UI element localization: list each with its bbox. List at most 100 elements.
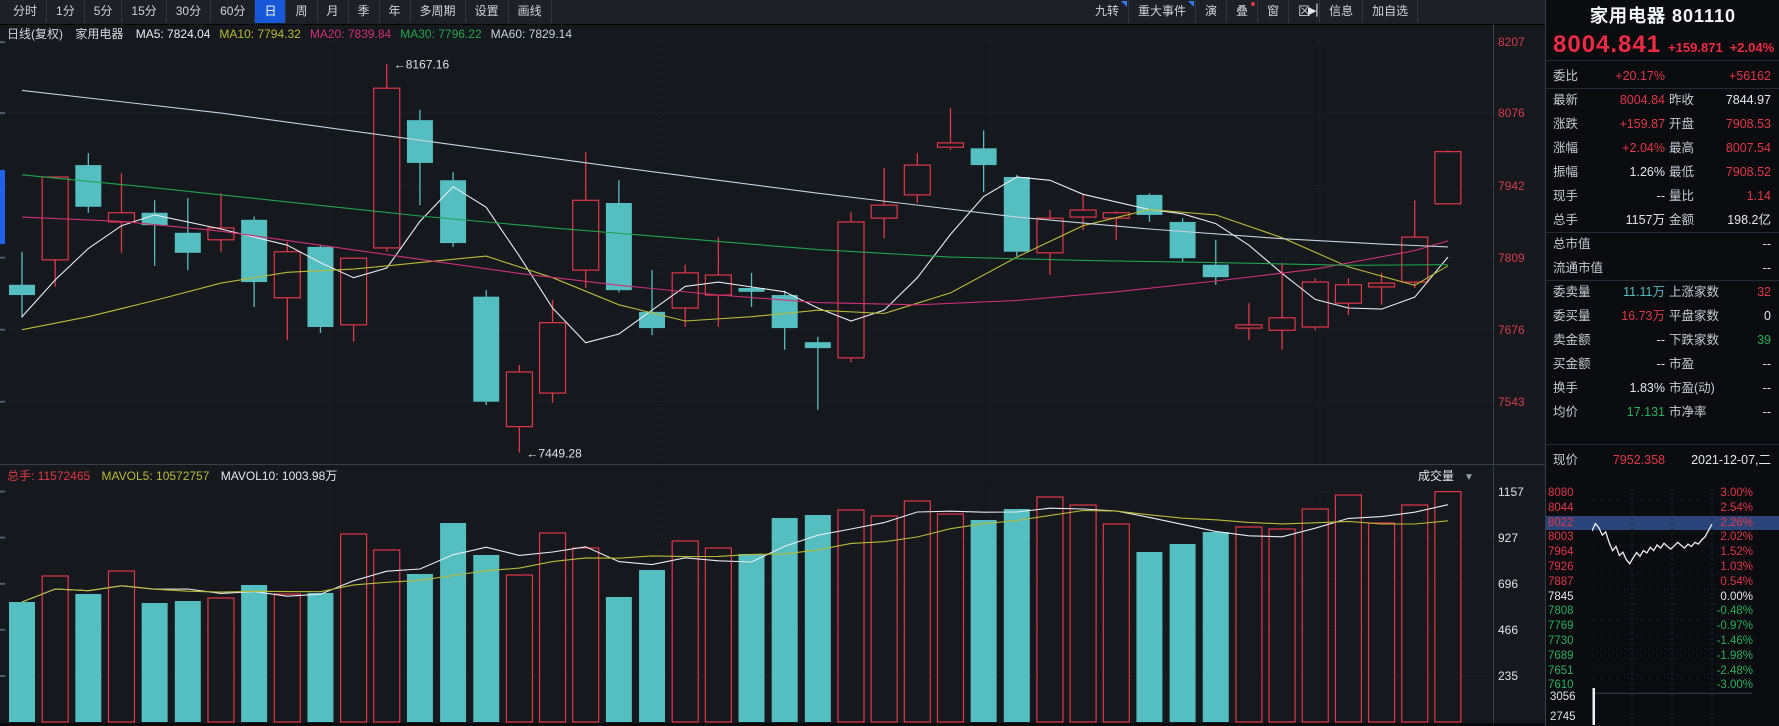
quote-label: 最低 <box>1669 165 1695 179</box>
tool-button[interactable]: 加自选 <box>1363 0 1419 23</box>
quote-row: 委卖量 11.11万 上涨家数 32 <box>1545 280 1779 304</box>
ladder-price: 8003 <box>1548 531 1574 544</box>
svg-text:←7449.28: ←7449.28 <box>526 446 582 460</box>
quote-value: 0 <box>1764 309 1771 323</box>
price-tick: 7942 <box>1498 178 1525 193</box>
price-tick: 8076 <box>1498 106 1525 121</box>
quote-value: -- <box>1656 189 1665 203</box>
period-tab[interactable]: 30分 <box>167 0 212 23</box>
period-tab[interactable]: 年 <box>380 0 411 23</box>
quote-value: -- <box>1656 357 1665 371</box>
panel-separator <box>1546 280 1779 281</box>
ladder-pct: -0.48% <box>1716 605 1753 618</box>
quote-value: +159.87 <box>1619 117 1665 131</box>
quote-label: 开盘 <box>1669 117 1695 131</box>
ladder-price: 7730 <box>1548 635 1574 647</box>
period-tab[interactable]: 1分 <box>47 0 85 23</box>
period-tab[interactable]: 15分 <box>122 0 167 23</box>
axis-divider <box>1493 24 1494 723</box>
tool-button[interactable]: 重大事件 <box>1129 0 1197 23</box>
quote-row: 换手 1.83% 市盈(动) -- <box>1545 376 1779 400</box>
volume-indicator-select[interactable]: 成交量 ▼ <box>1418 467 1474 484</box>
quote-label: 流通市值 <box>1553 261 1604 275</box>
mini-volume-tick: 2745 <box>1550 711 1576 723</box>
period-tab[interactable]: 5分 <box>85 0 123 23</box>
price-change: +159.871 <box>1668 40 1723 55</box>
quote-label: 市盈 <box>1669 357 1695 371</box>
tool-button[interactable]: 区 <box>1289 0 1321 23</box>
volume-chart[interactable] <box>0 487 1493 723</box>
quote-value: 16.73万 <box>1621 309 1665 323</box>
quote-label: 委买量 <box>1553 309 1591 323</box>
ladder-pct: 2.54% <box>1720 501 1753 514</box>
mavol10-label: MAVOL10: <box>220 469 279 483</box>
ladder-pct: 2.02% <box>1720 531 1753 544</box>
quote-value: 2021-12-07,二 <box>1691 453 1771 467</box>
price-tick: 7543 <box>1498 394 1525 409</box>
quote-row: 涨跌 +159.87 开盘 7908.53 <box>1545 112 1779 136</box>
ladder-pct: 0.54% <box>1720 575 1753 588</box>
tool-button[interactable]: 演 <box>1196 0 1228 23</box>
quote-value: -- <box>1762 237 1771 251</box>
quote-value: 1157万 <box>1625 213 1665 227</box>
panel-separator <box>1546 88 1779 89</box>
ladder-price: 7651 <box>1548 664 1574 677</box>
quote-label: 总手 <box>1553 213 1579 227</box>
quote-value: 8004.84 <box>1619 93 1665 107</box>
volume-tick: 466 <box>1498 622 1519 637</box>
quote-value: -- <box>1762 405 1771 419</box>
quote-value: +2.04% <box>1622 141 1665 155</box>
quote-label: 最新 <box>1553 93 1579 107</box>
last-price: 8004.841 <box>1553 31 1662 58</box>
ladder-price: 7887 <box>1548 575 1574 588</box>
current-price-highlight <box>1546 515 1779 531</box>
quote-label: 量比 <box>1669 189 1695 203</box>
quote-label: 市净率 <box>1669 405 1707 419</box>
period-tab[interactable]: 60分 <box>211 0 256 23</box>
period-tab[interactable]: 画线 <box>509 0 552 23</box>
period-tab[interactable]: 月 <box>318 0 349 23</box>
volume-header: 总手: 11572465 MAVOL5: 10572757 MAVOL10: 1… <box>0 467 1493 486</box>
period-tab[interactable]: 周 <box>286 0 318 23</box>
quote-row: 均价 17.131 市净率 -- <box>1545 400 1779 424</box>
candlestick-chart[interactable]: ←8167.16 ←7449.28 <box>0 40 1493 464</box>
ladder-pct: 1.03% <box>1720 561 1753 573</box>
volume-indicator-label: 成交量 <box>1418 469 1455 483</box>
panel-separator <box>1546 60 1779 61</box>
period-tabs: 分时 1分 5分 15分 30分 60分日周月季年多周期 设置 画线 <box>4 0 552 23</box>
quote-value: 8007.54 <box>1725 141 1771 155</box>
quote-value: 1.83% <box>1629 381 1665 395</box>
ma-label: MA60: 7829.14 <box>490 27 573 41</box>
quote-row: 总手 1157万 金额 198.2亿 <box>1545 208 1779 232</box>
collapse-panel-icon[interactable]: ▶▏ <box>1308 5 1325 17</box>
ma-label: MA30: 7796.22 <box>400 27 482 41</box>
ladder-pct: -2.48% <box>1716 664 1753 677</box>
tool-button[interactable]: 叠 <box>1227 0 1259 23</box>
quote-row: 涨幅 +2.04% 最高 8007.54 <box>1545 136 1779 160</box>
tool-button[interactable]: 九转 <box>1086 0 1130 23</box>
ladder-pct: -0.97% <box>1716 620 1753 633</box>
period-tab[interactable]: 多周期 <box>411 0 466 23</box>
tool-button[interactable]: 窗 <box>1258 0 1290 23</box>
chevron-down-icon[interactable]: ▼ <box>1464 472 1474 483</box>
ladder-price: 8022 <box>1548 516 1574 529</box>
ladder-pct: 2.26% <box>1720 516 1753 529</box>
bottom-strip <box>0 723 1545 726</box>
intraday-line-chart[interactable] <box>1592 486 1752 726</box>
period-tab[interactable]: 分时 <box>4 0 48 23</box>
quote-value: 39 <box>1757 333 1771 347</box>
tool-button[interactable]: 信息 <box>1320 0 1364 23</box>
ladder-pct: 0.00% <box>1720 590 1753 603</box>
quote-value: -- <box>1656 333 1665 347</box>
ma-label: MA20: 7839.84 <box>309 27 392 41</box>
quote-label: 昨收 <box>1669 93 1695 107</box>
period-tab[interactable]: 设置 <box>466 0 509 23</box>
period-tab[interactable]: 日 <box>255 0 287 23</box>
volume-tick: 696 <box>1498 576 1519 591</box>
ladder-pct: 1.52% <box>1720 546 1753 559</box>
period-mode-label: 日线(复权) <box>7 27 63 41</box>
toolbar: 分时 1分 5分 15分 30分 60分日周月季年多周期 设置 画线 九转 重大事件演叠窗区信息… <box>0 0 1545 25</box>
quote-label: 委比 <box>1553 69 1579 83</box>
period-tab[interactable]: 季 <box>349 0 380 23</box>
